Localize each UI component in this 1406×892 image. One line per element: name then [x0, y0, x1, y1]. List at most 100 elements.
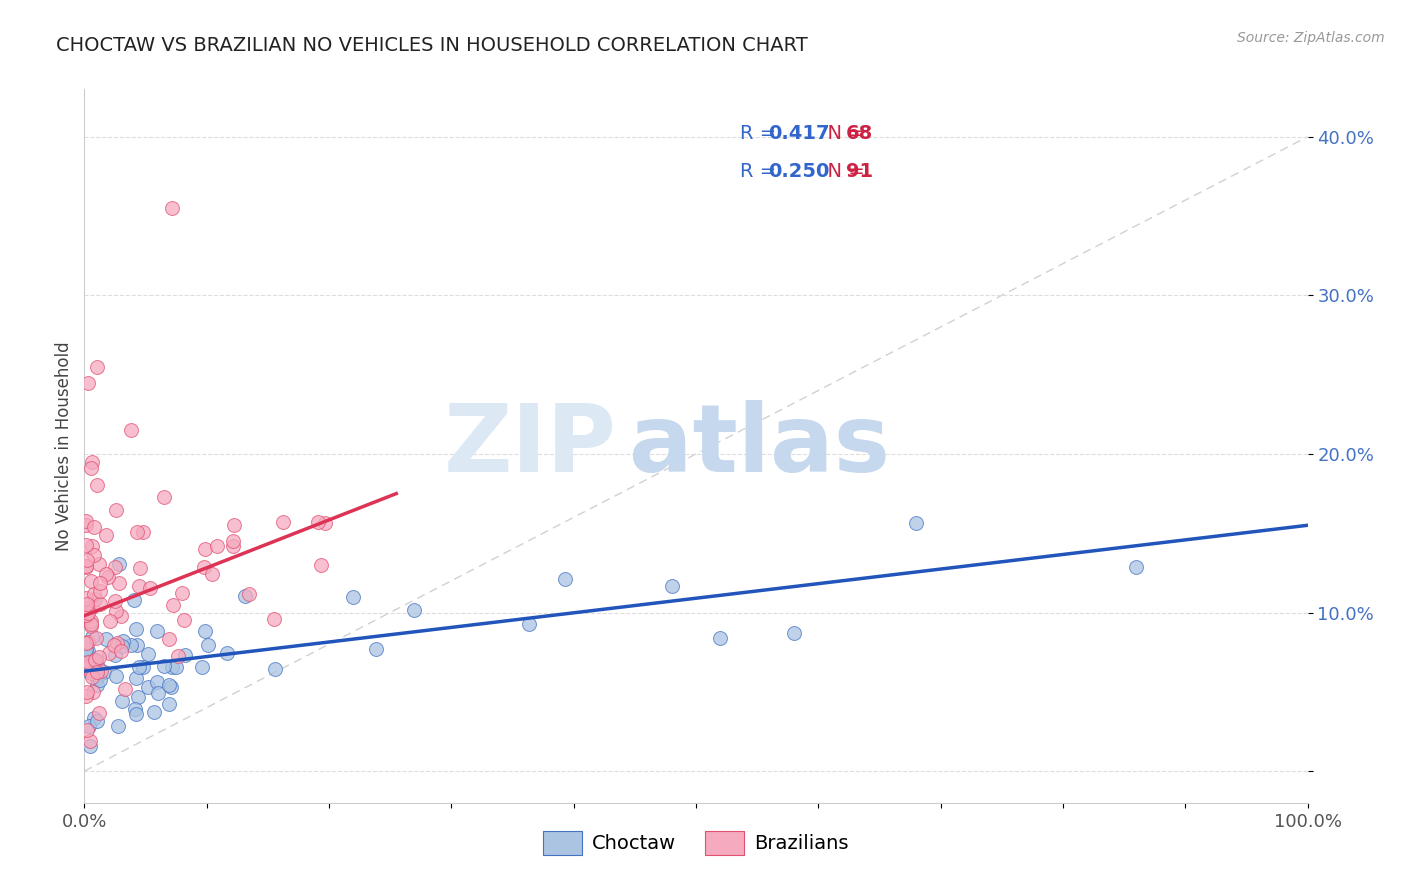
Text: R =: R = [740, 161, 783, 180]
Point [97, 570, 120, 584]
Point [342, 590, 364, 604]
Point [311, 558, 333, 573]
Point [83, 711, 105, 725]
Point [307, 515, 329, 529]
Point [142, 706, 165, 720]
Point [162, 660, 184, 674]
Point [104, 594, 127, 608]
Text: atlas: atlas [628, 400, 890, 492]
Point [157, 678, 180, 692]
Point [173, 648, 195, 663]
Point [97, 646, 120, 660]
Point [167, 649, 190, 664]
Point [80, 670, 103, 684]
Point [105, 669, 128, 683]
Point [162, 598, 184, 612]
Point [105, 604, 128, 618]
Point [84, 631, 107, 645]
Point [111, 639, 134, 653]
Point [107, 719, 129, 733]
Point [402, 603, 425, 617]
Point [125, 622, 148, 636]
Point [75, 608, 97, 623]
Point [76, 685, 98, 699]
Text: R =: R = [740, 124, 783, 144]
Point [110, 643, 132, 657]
Point [79, 618, 101, 632]
Point [194, 624, 217, 638]
Text: 0.417: 0.417 [768, 124, 830, 144]
Point [80, 617, 103, 632]
Point [273, 515, 295, 529]
Text: CHOCTAW VS BRAZILIAN NO VEHICLES IN HOUSEHOLD CORRELATION CHART: CHOCTAW VS BRAZILIAN NO VEHICLES IN HOUS… [56, 36, 808, 54]
Point [80, 574, 103, 589]
Point [162, 201, 184, 215]
Point [124, 702, 146, 716]
Point [173, 613, 195, 627]
Point [89, 597, 111, 611]
Point [80, 539, 103, 553]
Point [82, 654, 104, 668]
Point [76, 643, 98, 657]
Point [87, 660, 110, 674]
Point [86, 477, 108, 491]
Point [783, 625, 806, 640]
Point [75, 660, 97, 674]
Point [103, 560, 125, 574]
Point [105, 503, 128, 517]
Point [114, 682, 136, 697]
Point [709, 631, 731, 645]
Point [75, 636, 97, 650]
Point [108, 576, 131, 591]
Point [79, 733, 101, 747]
Point [238, 587, 260, 601]
Point [233, 589, 256, 603]
Text: 91: 91 [845, 161, 873, 180]
Point [83, 587, 105, 601]
Point [75, 539, 97, 553]
Point [94, 632, 117, 647]
Point [75, 642, 97, 657]
Point [138, 582, 160, 596]
Point [89, 575, 111, 590]
Point [263, 612, 285, 626]
Point [221, 534, 243, 549]
Point [197, 638, 219, 652]
Point [75, 689, 97, 703]
Point [77, 376, 100, 390]
Point [366, 641, 388, 656]
Point [84, 653, 107, 667]
Point [125, 671, 148, 685]
Point [157, 632, 180, 647]
Point [76, 648, 98, 663]
Point [111, 694, 134, 708]
Point [76, 723, 98, 738]
Point [84, 591, 107, 606]
Point [86, 671, 108, 685]
Point [127, 690, 149, 704]
Point [76, 654, 98, 668]
Point [222, 539, 245, 553]
Point [86, 359, 108, 374]
Point [87, 649, 110, 664]
Point [127, 638, 149, 652]
Point [77, 650, 100, 665]
Point [194, 541, 217, 556]
Point [83, 663, 105, 677]
Point [146, 624, 169, 639]
Legend: Choctaw, Brazilians: Choctaw, Brazilians [534, 822, 858, 864]
Point [128, 660, 150, 674]
Point [131, 524, 153, 539]
Point [86, 678, 108, 692]
Point [125, 707, 148, 722]
Point [75, 654, 97, 668]
Point [103, 638, 125, 652]
Point [191, 659, 214, 673]
Point [75, 517, 97, 532]
Point [120, 638, 142, 652]
Point [87, 706, 110, 720]
Point [75, 559, 97, 574]
Point [136, 680, 159, 694]
Point [201, 567, 224, 582]
Point [132, 660, 155, 674]
